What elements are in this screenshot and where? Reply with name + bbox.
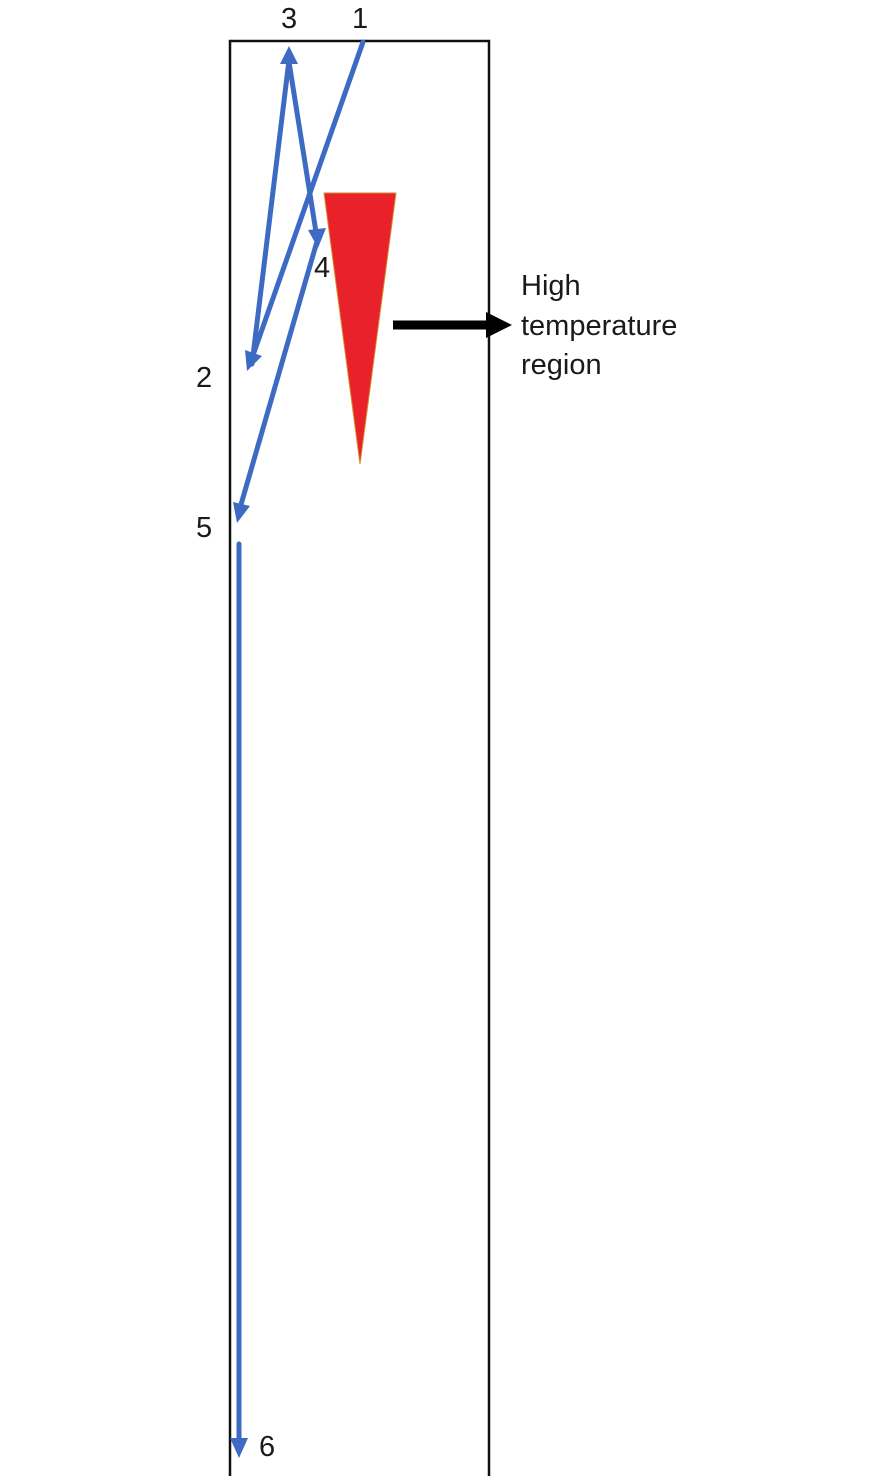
- segment-2-to-3: [249, 57, 292, 367]
- trajectory-path: [236, 39, 366, 1443]
- arrowhead-at-3: [280, 46, 298, 64]
- arrowhead-at-5: [233, 502, 250, 523]
- segment-1-to-2: [249, 39, 366, 361]
- annotation-line-1: High: [521, 270, 581, 302]
- segment-4-to-5: [237, 235, 321, 511]
- point-label-5: 5: [196, 512, 212, 544]
- arrowhead-at-2: [245, 350, 262, 371]
- point-label-6: 6: [259, 1431, 275, 1463]
- point-label-3: 3: [281, 3, 297, 35]
- pointer-arrow: [393, 312, 512, 338]
- annotation-line-2: temperature: [521, 310, 677, 342]
- segment-3-to-4: [286, 59, 319, 235]
- point-label-1: 1: [352, 3, 368, 35]
- point-label-4: 4: [314, 252, 330, 284]
- arrowhead-at-4: [308, 228, 326, 248]
- high-temperature-region: [323, 192, 397, 465]
- point-label-2: 2: [196, 362, 212, 394]
- column-frame: [228, 39, 491, 1476]
- arrowhead-at-6: [230, 1438, 248, 1458]
- annotation-line-3: region: [521, 349, 602, 381]
- path-arrowheads: [230, 46, 326, 1458]
